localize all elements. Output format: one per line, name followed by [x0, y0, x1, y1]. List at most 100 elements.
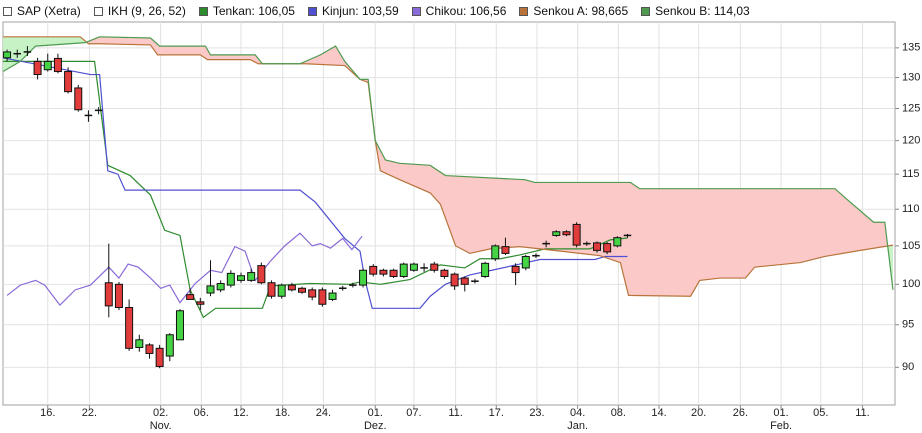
- y-tick-label: 100: [902, 278, 920, 290]
- cloud-bearish: [3, 36, 893, 297]
- candle-body: [145, 344, 154, 354]
- candle-body: [135, 339, 144, 348]
- x-tick-label: 22.: [81, 407, 98, 419]
- candle-body: [583, 242, 591, 245]
- y-tick-label: 130: [902, 71, 920, 83]
- legend-item: Senkou B: 114,03: [641, 4, 750, 18]
- candle-body: [3, 51, 12, 59]
- candle-body: [491, 245, 500, 260]
- candle-body: [328, 292, 337, 300]
- legend-label: Tenkan: 106,05: [212, 4, 295, 18]
- candle-body: [237, 275, 246, 281]
- legend-swatch: [411, 6, 421, 16]
- y-tick-label: 90: [902, 361, 914, 373]
- candle-body: [338, 287, 347, 290]
- candle-body: [369, 265, 378, 275]
- candle-body: [43, 60, 52, 71]
- x-tick-label: 24.: [315, 407, 332, 419]
- x-tick-label: 11.: [855, 407, 870, 419]
- candle-body: [460, 277, 469, 285]
- candle-body: [64, 71, 73, 93]
- candle-body: [125, 307, 134, 349]
- legend-label: SAP (Xetra): [17, 4, 81, 18]
- candle-body: [114, 283, 123, 309]
- legend-label: Kinjun: 103,59: [321, 4, 399, 18]
- legend-label: IKH (9, 26, 52): [107, 4, 186, 18]
- legend-item: SAP (Xetra): [3, 4, 81, 18]
- candle-body: [389, 269, 398, 277]
- candle-body: [318, 289, 327, 305]
- x-tick-label: 16.: [40, 407, 56, 419]
- x-tick-label: 01. Feb.: [770, 407, 793, 432]
- legend-label: Senkou B: 114,03: [655, 4, 750, 18]
- candle-body: [196, 301, 205, 305]
- legend-item: IKH (9, 26, 52): [93, 4, 186, 18]
- x-tick-label: 01. Dez.: [363, 407, 387, 432]
- candle-body: [399, 263, 408, 277]
- candle-body: [420, 267, 428, 269]
- candle-body: [13, 52, 21, 55]
- candle-body: [603, 243, 612, 253]
- candle-body: [206, 285, 215, 294]
- candle-body: [409, 263, 418, 271]
- x-tick-label: 17.: [488, 407, 504, 419]
- candle-body: [501, 246, 510, 254]
- indicator-line: [3, 36, 894, 297]
- x-tick-label: 11.: [448, 407, 463, 419]
- legend-swatch: [3, 6, 12, 16]
- legend-swatch: [198, 6, 208, 16]
- candle-body: [216, 283, 225, 291]
- candle-body: [511, 265, 520, 274]
- legend-item: Chikou: 106,56: [411, 4, 506, 18]
- candle-body: [592, 242, 601, 251]
- candle-body: [277, 284, 286, 297]
- x-tick-label: 04. Jan.: [567, 407, 589, 432]
- x-tick-label: 07.: [406, 407, 422, 419]
- y-tick-label: 135: [902, 42, 920, 54]
- candle-body: [287, 284, 296, 291]
- candle-body: [53, 57, 62, 73]
- candle-body: [440, 269, 449, 277]
- y-tick-label: 110: [902, 203, 920, 215]
- indicator-line: [6, 232, 363, 306]
- candle-body: [33, 60, 42, 76]
- candle-body: [94, 109, 103, 112]
- x-tick-label: 26.: [732, 407, 749, 419]
- x-tick-label: 08.: [610, 407, 626, 419]
- x-tick-label: 12.: [233, 407, 249, 419]
- indicator-line: [3, 60, 628, 319]
- indicator-line: [2, 36, 894, 290]
- legend-item: Senkou A: 98,665: [519, 4, 628, 18]
- candle-body: [521, 255, 530, 269]
- candle-body: [308, 289, 317, 298]
- x-tick-label: 05.: [813, 407, 829, 419]
- legend-label: Senkou A: 98,665: [533, 4, 629, 18]
- indicator-line: [2, 57, 628, 309]
- candle-body: [298, 287, 307, 293]
- candle-body: [542, 242, 550, 245]
- y-tick-label: 125: [902, 102, 920, 114]
- candle-body: [74, 87, 83, 111]
- y-tick-label: 95: [902, 319, 914, 331]
- candle-body: [267, 282, 276, 297]
- candle-body: [257, 265, 266, 284]
- candle-body: [623, 234, 632, 237]
- candle-body: [23, 51, 32, 53]
- candle-body: [562, 231, 571, 236]
- x-tick-label: 18.: [275, 407, 291, 419]
- candle-body: [226, 272, 235, 286]
- candle-body: [349, 284, 357, 286]
- candle-body: [247, 272, 256, 281]
- candle-body: [379, 269, 388, 275]
- candle-body: [359, 269, 368, 286]
- candle-body: [572, 223, 581, 246]
- candle-body: [186, 294, 195, 300]
- legend: SAP (Xetra) IKH (9, 26, 52) Tenkan: 106,05…: [3, 3, 763, 19]
- x-tick-label: 20.: [691, 407, 707, 419]
- legend-swatch: [307, 6, 317, 16]
- candle-body: [175, 310, 184, 341]
- y-tick-label: 115: [902, 168, 920, 180]
- candle-body: [104, 282, 113, 307]
